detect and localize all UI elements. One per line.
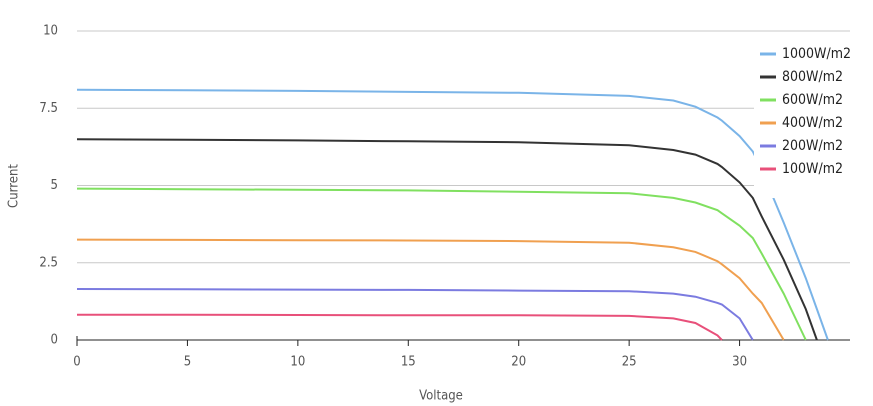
legend: 1000W/m2 800W/m2 600W/m2 400W/m2 200W/m2 100W… [754,40,871,198]
legend-label: 200W/m2 [782,138,843,154]
legend-background [754,40,871,198]
x-tick-label: 15 [401,355,416,370]
y-tick-label: 7.5 [39,101,58,116]
series-line [76,187,807,341]
y-tick-label: 2.5 [39,255,58,270]
series-line [76,238,785,341]
legend-label: 400W/m2 [782,115,843,131]
series-line [76,288,754,341]
series-line [76,138,818,341]
x-tick-label: 30 [732,355,747,370]
x-tick-label: 10 [290,355,305,370]
x-tick-label: 0 [73,355,80,370]
x-tick-label: 20 [511,355,526,370]
x-axis-label: Voltage [419,389,463,404]
x-tick-label: 25 [622,355,637,370]
x-tick-label: 5 [184,355,191,370]
y-tick-label: 5 [51,178,58,193]
legend-label: 100W/m2 [782,161,843,177]
legend-label: 800W/m2 [782,69,843,85]
series-line [76,88,829,341]
legend-label: 600W/m2 [782,92,843,108]
y-axis-label: Current [7,164,22,208]
series-line [77,313,723,341]
legend-label: 1000W/m2 [782,46,851,62]
y-tick-label: 0 [51,333,58,348]
y-tick-label: 10 [43,24,58,39]
